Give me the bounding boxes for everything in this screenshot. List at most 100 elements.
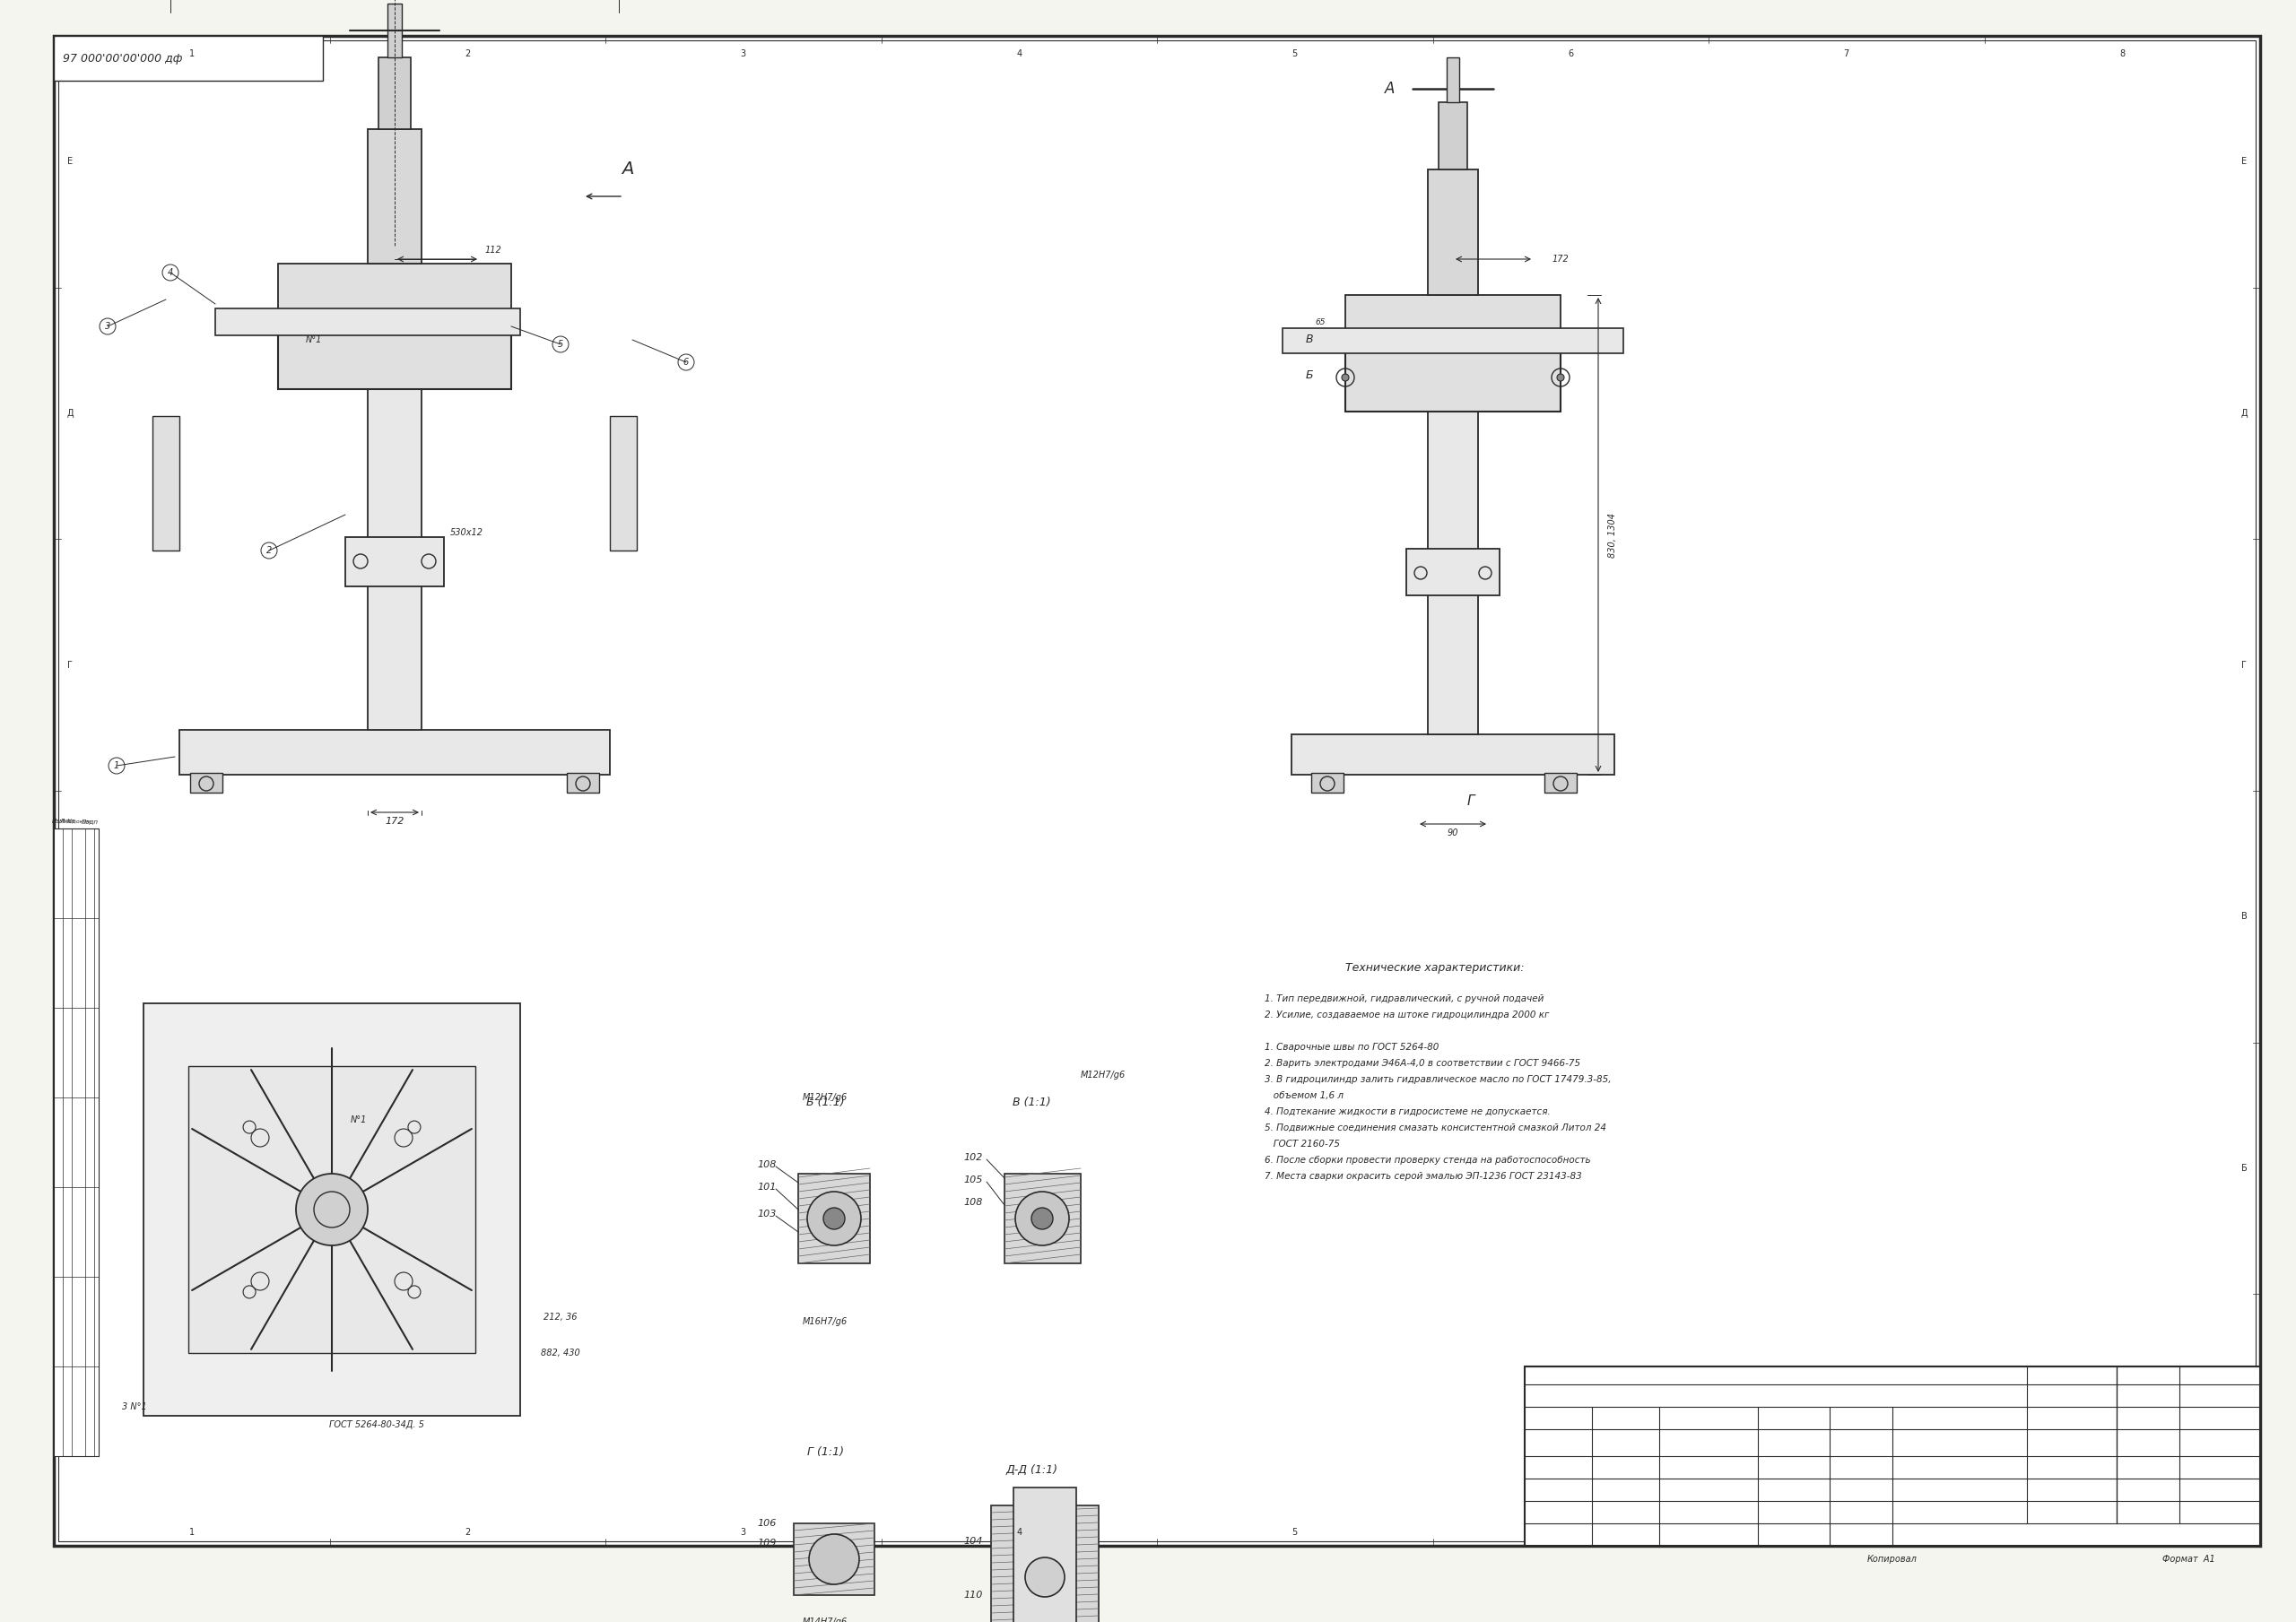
Text: Проб.: Проб. [1545,1414,1573,1422]
Text: 7. Места сварки окрасить серой эмалью ЭП-1236 ГОСТ 23143-83: 7. Места сварки окрасить серой эмалью ЭП… [1265,1171,1582,1181]
Bar [388,3,402,57]
Text: Б: Б [1306,370,1313,381]
Text: 8: 8 [2119,1528,2126,1536]
Bar [367,389,422,730]
Text: Б: Б [67,1165,73,1173]
Text: Подп.: Подп. [1782,1385,1807,1393]
Text: 172: 172 [1552,255,1568,264]
Text: N°1: N°1 [305,336,321,344]
Text: В: В [1306,334,1313,345]
Text: ГОСТ 2160-75: ГОСТ 2160-75 [1265,1140,1341,1148]
Text: 1. Тип передвижной, гидравлический, с ручной подачей: 1. Тип передвижной, гидравлический, с ру… [1265,994,1543,1004]
Text: 5. Подвижные соединения смазать консистентной смазкой Литол 24: 5. Подвижные соединения смазать консисте… [1265,1124,1607,1132]
Text: 5: 5 [1293,49,1297,58]
Bar [142,1004,521,1416]
Text: 8: 8 [2119,49,2126,58]
Text: 2. Усилие, создаваемое на штоке гидроцилиндра 2000 кг: 2. Усилие, создаваемое на штоке гидроцил… [1265,1011,1550,1020]
Bar [53,829,99,1457]
Text: Устройство для снятия: Устройство для снятия [2011,1424,2133,1434]
Text: 106: 106 [758,1518,776,1528]
Text: 1: 1 [115,761,119,770]
Text: Г (1:1): Г (1:1) [806,1445,843,1458]
Text: Сборочный чертеж: Сборочный чертеж [2020,1465,2122,1474]
Bar [1006,1174,1081,1264]
Bar [188,1066,475,1353]
Text: Утв.: Утв. [1550,1508,1568,1517]
Text: 2: 2 [266,547,271,555]
Text: Б (1:1): Б (1:1) [806,1096,845,1108]
Bar [1290,735,1614,775]
Text: Копировал: Копировал [1867,1555,1917,1564]
Circle shape [1341,375,1350,381]
Text: А: А [622,161,634,178]
Bar [367,130,422,264]
Text: 2: 2 [464,1528,471,1536]
Text: 172: 172 [386,817,404,826]
Text: Изм: Изм [1550,1385,1566,1393]
Text: М12Н7/g6: М12Н7/g6 [804,1093,847,1101]
Bar [1345,295,1561,344]
Text: А: А [2066,1400,2076,1413]
Circle shape [808,1534,859,1585]
Text: 530х12: 530х12 [450,529,482,537]
Bar [1283,328,1623,354]
Text: Г: Г [2241,660,2248,670]
Text: Утенков ЛВ: Утенков ЛВ [1685,1486,1738,1495]
Text: 882, 430: 882, 430 [542,1348,581,1358]
Bar [1345,344,1561,412]
Text: 103: 103 [758,1210,776,1218]
Bar [216,308,521,336]
Bar [344,537,443,587]
Text: № докум.: № докум. [1688,1385,1729,1393]
Text: В: В [67,912,73,921]
Text: Т: Т [60,1017,67,1025]
Text: 110: 110 [964,1591,983,1599]
Bar [191,774,223,793]
Text: 97 000'00'00'000 дф: 97 000'00'00'000 дф [62,52,181,65]
Circle shape [296,1174,367,1246]
Text: 3 N°1: 3 N°1 [122,1403,147,1411]
Text: 830, 1304: 830, 1304 [1607,513,1616,558]
Circle shape [824,1208,845,1229]
Text: 80: 80 [2140,1400,2156,1413]
Text: 65: 65 [1316,318,1325,326]
Text: ГОСТ 5264-80-34Д. 5: ГОСТ 5264-80-34Д. 5 [328,1421,425,1429]
Text: 5: 5 [558,341,563,349]
Bar [992,1505,1100,1622]
Text: 1. Сварочные швы по ГОСТ 5264-80: 1. Сварочные швы по ГОСТ 5264-80 [1265,1043,1440,1051]
Text: Изм: Изм [53,819,64,824]
Text: 7: 7 [1844,1528,1848,1536]
Text: 108: 108 [964,1199,983,1207]
Text: 212, 36: 212, 36 [544,1312,576,1322]
Text: Д: Д [2241,409,2248,418]
Bar [799,1174,870,1264]
Text: Масса: Масса [2133,1387,2163,1397]
Text: 102: 102 [964,1153,983,1161]
Text: Павлишин СГ: Павлишин СГ [1685,1508,1747,1517]
Text: М14Н7/g6: М14Н7/g6 [804,1617,847,1622]
Bar [611,415,636,550]
Text: 4: 4 [1017,49,1022,58]
Text: 4: 4 [1017,1528,1022,1536]
Text: Н.контр: Н.контр [1541,1486,1577,1495]
Text: В (1:1): В (1:1) [1013,1096,1052,1108]
Text: М16Н7/g6: М16Н7/g6 [804,1317,847,1327]
Text: А: А [2241,1416,2248,1424]
Text: 4: 4 [168,268,172,277]
Bar [1311,774,1343,793]
Bar [278,264,512,318]
Text: ВКР 000000.00.00.000 СБ: ВКР 000000.00.00.000 СБ [2027,1385,2259,1401]
Text: 1:4: 1:4 [2211,1401,2229,1413]
Text: 1: 1 [188,1528,195,1536]
Text: тормозного барабана: тормозного барабана [2016,1439,2128,1447]
Text: Лист: Лист [1616,1385,1635,1393]
Text: N°1: N°1 [351,1116,367,1124]
Bar [379,57,411,130]
Bar [152,415,179,550]
Circle shape [1015,1192,1070,1246]
Text: ТОГУ: ТОГУ [2124,1471,2163,1487]
Text: 6: 6 [684,358,689,367]
Text: 109: 109 [758,1539,776,1547]
Text: Чертеж сборочный: Чертеж сборочный [2020,1452,2122,1460]
Text: Г: Г [67,660,73,670]
